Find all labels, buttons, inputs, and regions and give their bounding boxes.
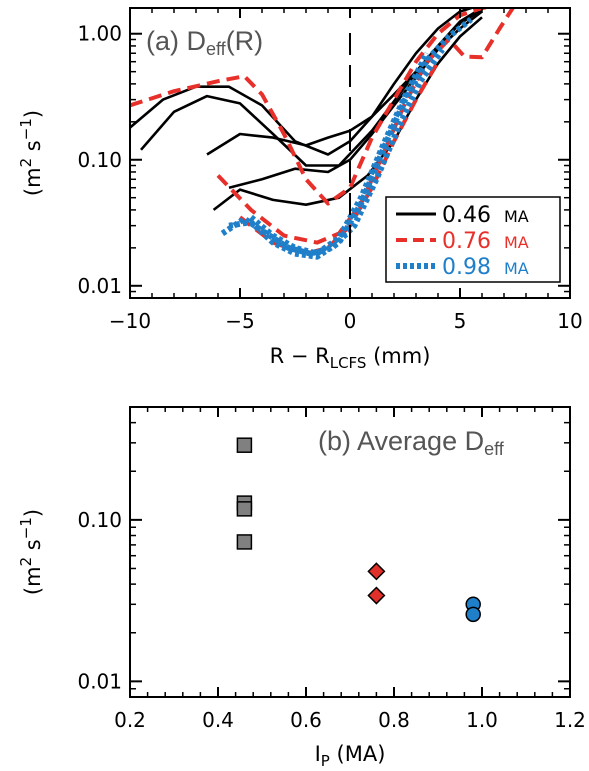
panel-a-x-axis-label: R − RLCFS (mm) [270,344,431,372]
panel-a-y-tick-label: 0.01 [77,274,122,298]
panel-b-x-tick-label: 1.2 [554,708,586,732]
panel-a-series-line-4 [212,16,483,211]
legend-entry-098: 0.98 MA [442,255,529,280]
panel-a-y-tick-label: 1.00 [77,22,122,46]
panel-b-marker-square-3 [236,534,253,550]
legend-entry-076: 0.76 MA [442,229,529,254]
panel-a-ticks: −10 −5 0 5 10 0.01 0.10 1.00 [77,8,583,333]
panel-b-y-axis-label: (m2 s−1) [17,509,45,595]
legend-entry-046: 0.46 MA [442,203,529,228]
panel-b-plot: 0.2 0.4 0.6 0.8 1.0 1.2 0.01 0.10 (b) Average D… [17,406,586,770]
legend-box [385,196,561,283]
panel-b-x-tick-label: 0.6 [290,708,322,732]
panel-b-markers-group [236,437,481,623]
panel-a-series-line-5 [130,8,496,206]
panel-b-y-tick-label: 0.10 [77,508,122,532]
panel-b-x-tick-label: 0.2 [114,708,146,732]
panel-a-x-tick-label: 0 [344,309,357,333]
panel-a-x-tick-label: 10 [557,309,582,333]
panel-b-x-tick-label: 0.8 [378,708,410,732]
panel-a-series-line-0 [130,8,476,156]
panel-b-x-tick-label: 0.4 [202,708,234,732]
panel-b-marker-square-2 [236,501,253,517]
panel-a-title: (a) Deff(R) [146,26,263,59]
panel-b-x-tick-label: 1.0 [466,708,498,732]
panel-b-y-tick-label: 0.01 [77,669,122,693]
panel-a-y-tick-label: 0.10 [77,148,122,172]
panel-a-plot: −10 −5 0 5 10 0.01 0.10 1.00 (a) Deff(R) 0.46 M… [17,7,583,372]
panel-b-frame [129,406,571,698]
panel-b-marker-diamond-0 [367,562,386,581]
panel-a-y-axis-label: (m2 s−1) [17,110,45,196]
panel-b-marker-square-0 [236,437,253,453]
panel-a-x-tick-label: −10 [109,309,151,333]
panel-a-x-tick-label: 5 [454,309,467,333]
panel-a-series-line-9 [220,47,445,257]
panel-a-legend: 0.46 MA 0.76 MA 0.98 MA [385,196,561,283]
panel-a-series-group [130,8,515,260]
panel-b-title: (b) Average Deff [318,426,505,459]
panel-a-series-line-6 [216,8,515,245]
panel-b-marker-diamond-1 [367,586,386,605]
panel-b-marker-circle-1 [465,606,481,623]
panel-a-x-tick-label: −5 [225,309,254,333]
panel-b-x-axis-label: IP (MA) [315,742,386,770]
panel-b-ticks: 0.2 0.4 0.6 0.8 1.0 1.2 0.01 0.10 [77,406,586,732]
panel-a-series-line-10 [249,51,430,257]
